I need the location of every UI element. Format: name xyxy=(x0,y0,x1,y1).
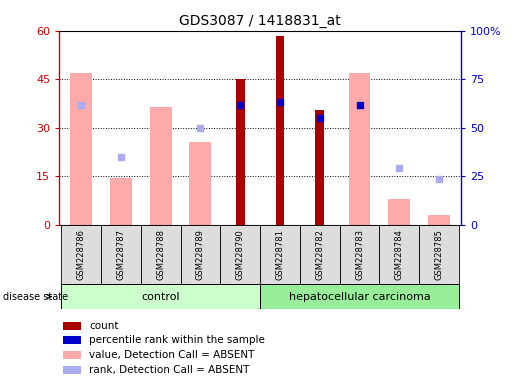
Text: GSM228781: GSM228781 xyxy=(276,229,284,280)
Text: GSM228783: GSM228783 xyxy=(355,229,364,280)
Bar xyxy=(260,284,459,309)
Bar xyxy=(63,351,81,359)
Bar xyxy=(110,178,132,225)
Text: rank, Detection Call = ABSENT: rank, Detection Call = ABSENT xyxy=(90,365,250,375)
Text: hepatocellular carcinoma: hepatocellular carcinoma xyxy=(288,291,431,302)
Bar xyxy=(339,225,380,284)
Bar xyxy=(61,284,260,309)
Text: percentile rank within the sample: percentile rank within the sample xyxy=(90,335,265,345)
Bar xyxy=(419,225,459,284)
Text: GSM228785: GSM228785 xyxy=(435,229,443,280)
Bar xyxy=(63,366,81,374)
Text: GSM228788: GSM228788 xyxy=(156,229,165,280)
Bar xyxy=(428,215,450,225)
Bar xyxy=(70,73,92,225)
Bar xyxy=(276,36,284,225)
Bar xyxy=(380,225,419,284)
Text: GSM228790: GSM228790 xyxy=(236,229,245,280)
Title: GDS3087 / 1418831_at: GDS3087 / 1418831_at xyxy=(179,14,341,28)
Bar xyxy=(220,225,260,284)
Bar xyxy=(236,79,245,225)
Bar xyxy=(300,225,339,284)
Bar xyxy=(315,110,324,225)
Text: GSM228787: GSM228787 xyxy=(116,229,125,280)
Bar xyxy=(63,322,81,330)
Bar xyxy=(63,336,81,344)
Bar xyxy=(141,225,181,284)
Bar xyxy=(61,225,101,284)
Bar xyxy=(388,199,410,225)
Text: value, Detection Call = ABSENT: value, Detection Call = ABSENT xyxy=(90,350,255,360)
Text: GSM228786: GSM228786 xyxy=(77,229,85,280)
Text: disease state: disease state xyxy=(3,291,67,302)
Text: GSM228782: GSM228782 xyxy=(315,229,324,280)
Bar xyxy=(260,225,300,284)
Text: count: count xyxy=(90,321,119,331)
Bar xyxy=(101,225,141,284)
Bar xyxy=(349,73,370,225)
Text: GSM228784: GSM228784 xyxy=(395,229,404,280)
Bar xyxy=(150,107,171,225)
Bar xyxy=(181,225,220,284)
Bar xyxy=(190,142,211,225)
Text: control: control xyxy=(141,291,180,302)
Text: GSM228789: GSM228789 xyxy=(196,229,205,280)
